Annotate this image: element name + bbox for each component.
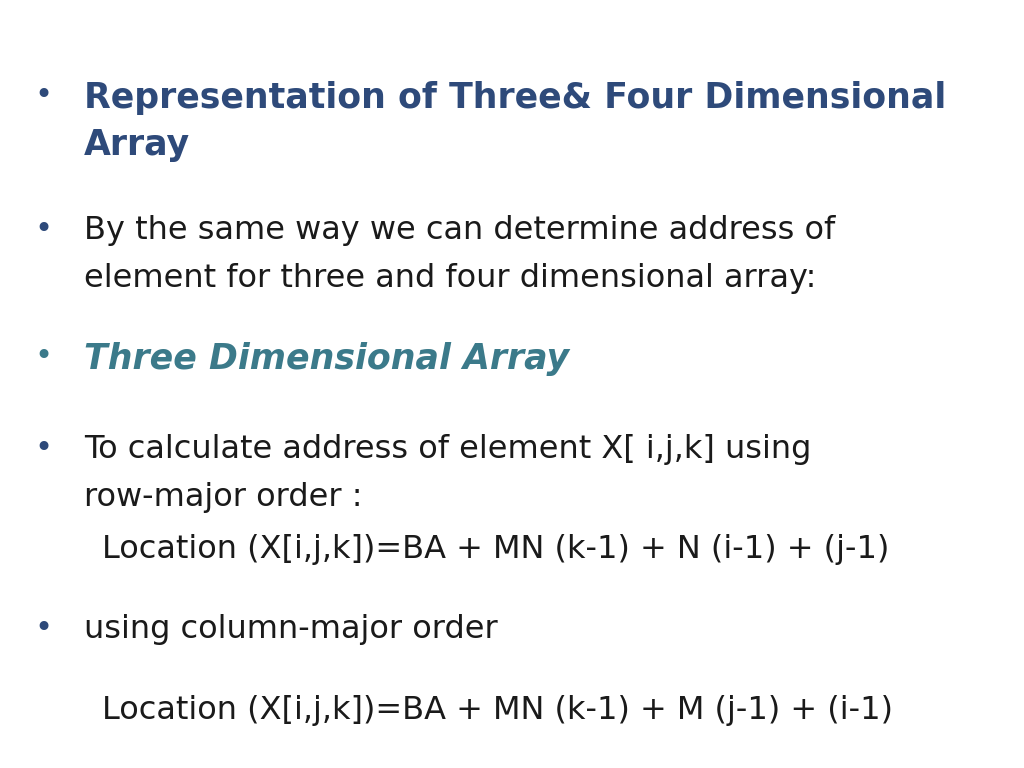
Text: Representation of Three& Four Dimensional: Representation of Three& Four Dimensiona…	[84, 81, 946, 114]
Text: Array: Array	[84, 128, 190, 162]
Text: By the same way we can determine address of: By the same way we can determine address…	[84, 215, 836, 246]
Text: Three Dimensional Array: Three Dimensional Array	[84, 342, 569, 376]
Text: row-major order :: row-major order :	[84, 482, 362, 512]
Text: using column-major order: using column-major order	[84, 614, 498, 645]
Text: •: •	[34, 342, 52, 371]
Text: •: •	[34, 614, 52, 644]
Text: Location (X[i,j,k])=BA + MN (k-1) + N (i-1) + (j-1): Location (X[i,j,k])=BA + MN (k-1) + N (i…	[102, 534, 890, 564]
Text: To calculate address of element X[ i,j,k] using: To calculate address of element X[ i,j,k…	[84, 434, 811, 465]
Text: Location (X[i,j,k])=BA + MN (k-1) + M (j-1) + (i-1): Location (X[i,j,k])=BA + MN (k-1) + M (j…	[102, 695, 893, 726]
Text: •: •	[34, 434, 52, 463]
Text: element for three and four dimensional array:: element for three and four dimensional a…	[84, 263, 816, 293]
Text: •: •	[34, 215, 52, 244]
Text: •: •	[34, 81, 52, 110]
